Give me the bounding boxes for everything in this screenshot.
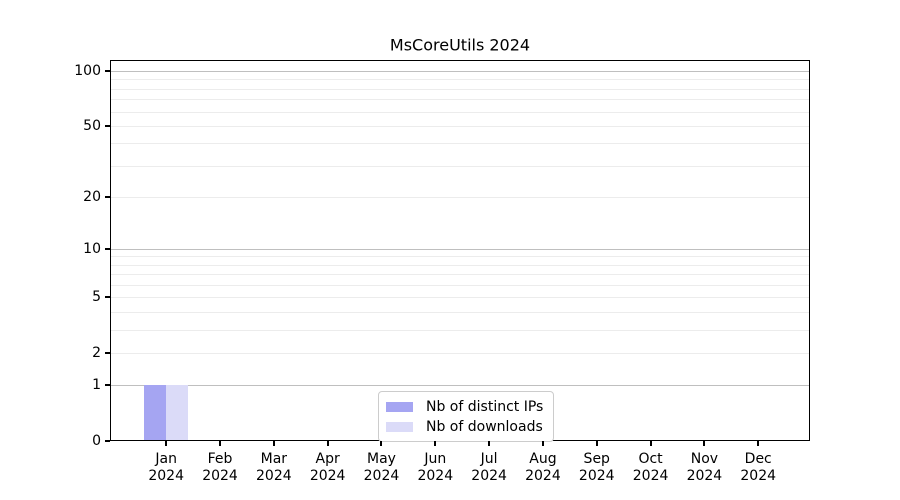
x-axis-year-label: 2024 (740, 468, 777, 484)
x-axis-year-label: 2024 (309, 468, 346, 484)
x-axis-year-label: 2024 (471, 468, 507, 484)
x-axis-month-label: Mar (260, 451, 288, 467)
y-axis-tick-label: 20 (83, 188, 101, 205)
x-axis-year-label: 2024 (578, 468, 615, 484)
x-axis-tick-label: Jun 2024 (417, 451, 453, 485)
y-axis-tick (105, 124, 110, 127)
x-axis-tick-label: May 2024 (364, 451, 400, 485)
gridline-minor (110, 111, 810, 113)
x-axis-month-label: Nov (690, 451, 719, 467)
x-axis-month-label: Oct (638, 451, 663, 467)
x-axis-tick (703, 441, 706, 446)
bar-nb-of-distinct-ips (144, 385, 167, 441)
x-axis-tick (649, 441, 652, 446)
x-axis-tick (757, 441, 760, 446)
x-axis-year-label: 2024 (202, 468, 238, 484)
x-axis-year-label: 2024 (632, 468, 669, 484)
y-axis-tick-label: 10 (83, 240, 101, 257)
x-axis-month-label: Sep (583, 451, 610, 467)
gridline-major (110, 385, 810, 387)
gridline-minor (110, 196, 810, 198)
x-axis-month-label: Aug (529, 451, 557, 467)
legend-entry: Nb of distinct IPs (386, 397, 543, 416)
x-axis-month-label: Dec (744, 451, 772, 467)
gridline-major (110, 248, 810, 250)
x-axis-month-label: May (366, 451, 396, 467)
x-axis-year-label: 2024 (148, 468, 185, 484)
x-axis-month-label: Apr (315, 451, 340, 467)
x-axis-tick (165, 441, 168, 446)
gridline-minor (110, 143, 810, 145)
x-axis-tick (541, 441, 544, 446)
x-axis-tick-label: Sep 2024 (579, 451, 615, 485)
gridline-minor (110, 99, 810, 101)
legend: Nb of distinct IPs Nb of downloads (378, 391, 555, 442)
gridline-minor (110, 352, 810, 354)
x-axis-month-label: Jun (424, 451, 447, 467)
y-axis-tick-label: 2 (92, 344, 101, 361)
gridline-minor (110, 79, 810, 81)
x-axis-tick (595, 441, 598, 446)
x-axis-tick (380, 441, 383, 446)
y-axis-tick (105, 351, 110, 354)
y-axis-tick (105, 384, 110, 387)
gridline-minor (110, 297, 810, 299)
bar-nb-of-downloads (166, 385, 189, 441)
legend-entry: Nb of downloads (386, 417, 543, 436)
x-axis-tick (272, 441, 275, 446)
y-axis-tick-label: 50 (83, 117, 101, 134)
gridline-major (110, 71, 810, 73)
x-axis-year-label: 2024 (525, 468, 561, 484)
x-axis-year-label: 2024 (363, 468, 400, 484)
y-axis-tick (105, 247, 110, 250)
legend-label: Nb of distinct IPs (426, 398, 544, 415)
y-axis-tick-label: 100 (74, 63, 101, 80)
x-axis-tick (488, 441, 491, 446)
gridline-minor (110, 329, 810, 331)
chart-title: MsCoreUtils 2024 (389, 35, 531, 55)
x-axis-tick-label: Aug 2024 (525, 451, 561, 485)
y-axis-tick-label: 5 (92, 289, 101, 306)
legend-swatch (386, 401, 413, 412)
plot-area (110, 60, 810, 441)
gridline-minor (110, 285, 810, 287)
gridline-minor (110, 125, 810, 127)
y-axis-tick (105, 195, 110, 198)
x-axis-tick (219, 441, 222, 446)
x-axis-year-label: 2024 (686, 468, 723, 484)
x-axis-tick-label: Mar 2024 (256, 451, 292, 485)
x-axis-tick-label: Nov 2024 (687, 451, 723, 485)
x-axis-month-label: Jan (155, 451, 177, 467)
y-axis-tick-label: 0 (92, 433, 101, 449)
gridline-minor (110, 88, 810, 90)
x-axis-tick (434, 441, 437, 446)
x-axis-tick-label: Feb 2024 (202, 451, 238, 485)
gridline-minor (110, 312, 810, 313)
y-axis-tick-label: 1 (92, 377, 101, 394)
x-axis-tick-label: Jul 2024 (471, 451, 507, 485)
y-axis-tick (105, 70, 110, 73)
x-axis-month-label: Jul (480, 451, 498, 467)
x-axis-year-label: 2024 (256, 468, 292, 484)
x-axis-tick-label: Oct 2024 (633, 451, 669, 485)
x-axis-month-label: Feb (207, 451, 233, 467)
y-axis-tick (105, 296, 110, 299)
legend-label: Nb of downloads (426, 418, 543, 435)
y-axis-tick (105, 440, 110, 442)
x-axis-tick-label: Jan 2024 (148, 451, 184, 485)
legend-swatch (386, 421, 413, 432)
x-axis-tick-label: Dec 2024 (740, 451, 776, 485)
gridline-minor (110, 165, 810, 167)
x-axis-year-label: 2024 (417, 468, 454, 484)
gridline-minor (110, 256, 810, 258)
x-axis-tick-label: Apr 2024 (310, 451, 346, 485)
x-axis-tick (326, 441, 329, 446)
gridline-minor (110, 274, 810, 276)
gridline-minor (110, 264, 810, 266)
